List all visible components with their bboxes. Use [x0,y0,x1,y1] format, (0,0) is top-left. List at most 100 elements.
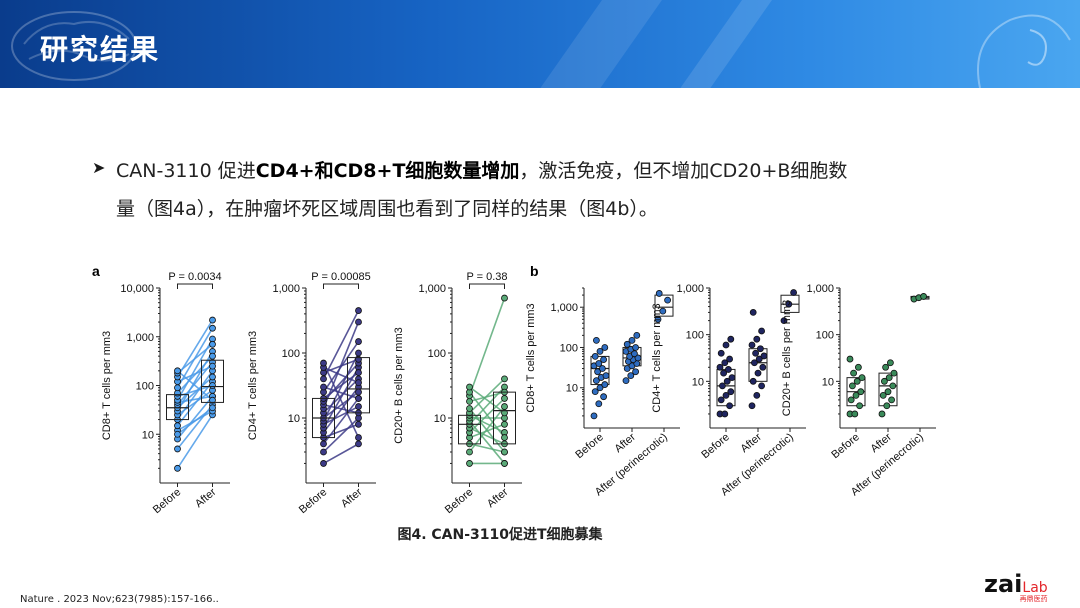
data-point [593,336,600,344]
data-point [355,318,362,326]
pair-line [469,443,505,453]
data-point [847,396,855,404]
data-point [209,340,216,348]
face-icon [977,14,1071,88]
box [458,414,481,445]
pair-line [322,341,360,393]
data-point [853,377,861,385]
y-tick-label: 10 [692,376,704,388]
data-point [501,460,508,467]
pair-line [322,378,360,414]
x-tick-label: Before [443,486,476,516]
data-point [466,460,473,467]
data-point [879,391,887,399]
data-point [851,410,859,418]
data-point [599,365,606,372]
data-point [754,369,762,377]
y-axis-label: CD20+ B cells per mm3 [781,300,793,416]
box [654,294,674,317]
data-point [174,445,181,453]
data-point [632,344,639,351]
data-point [209,404,216,412]
data-point [882,363,889,371]
data-point [632,368,639,376]
data-point [749,377,757,385]
data-point [726,402,733,410]
data-point [355,307,362,314]
data-point [593,377,600,385]
data-point [601,344,609,351]
data-point [780,317,788,325]
data-point [209,396,216,404]
y-tick-label: 100 [816,330,834,342]
data-point [722,341,730,349]
data-point [753,335,761,343]
pvalue-bracket [177,283,213,289]
data-point [722,391,730,399]
data-point [751,359,758,367]
figure-4: a b 10 100 1,000 10,000 CD8+ T cells per mm3… [92,263,936,516]
data-point [320,440,327,448]
pair-line [177,395,213,404]
data-point [785,300,793,308]
x-tick-label: Before [699,431,732,461]
data-point [355,338,362,345]
pair-line [176,395,214,440]
pair-line [323,386,359,400]
data-point [355,403,362,410]
pair-line [176,376,214,409]
pair-line [177,365,213,383]
data-point [758,382,765,390]
data-point [655,290,663,297]
data-point [723,377,731,385]
x-tick-label: Before [829,431,862,461]
data-point [627,372,635,380]
data-point [174,384,181,392]
y-axis-label: CD20+ B cells per mm3 [393,327,405,443]
brain-icon [11,11,137,81]
data-point [758,327,765,335]
y-axis-label: CD8+ T cells per mm3 [101,331,113,440]
panel-a-label: a [92,263,100,279]
pvalue-bracket [469,283,505,289]
data-point [355,395,362,402]
data-point [501,448,508,456]
pair-line [176,381,214,427]
bullet-line-2: 量（图4a），在肿瘤坏死区域周围也看到了同样的结果（图4b）。 [116,198,658,220]
data-point [760,352,768,360]
data-point [856,402,863,410]
x-tick-label: After [868,431,894,455]
pvalue-label: P = 0.38 [466,271,507,283]
banner-sweep [629,0,801,88]
data-point [755,355,763,363]
x-tick-label: After [193,486,219,510]
pair-line [322,362,360,438]
data-point [858,374,866,382]
data-point [887,359,894,367]
y-tick-label: 10 [566,383,578,395]
box [347,357,370,414]
bullet-text: CAN-3110 促进CD4+和CD8+T细胞数量增加，激活免疫，但不增加CD2… [92,152,892,228]
data-point [622,377,630,385]
pair-line [177,407,213,435]
y-tick-label: 100 [136,381,154,393]
data-point [717,349,725,357]
company-logo: zaiLab 再鼎医药 [984,570,1048,604]
data-point [748,341,756,349]
data-point [748,402,756,410]
pair-line [468,391,506,439]
panel-b-label: b [530,263,539,279]
bullet-bold: CD4+和CD8+T细胞数量增加 [255,160,520,182]
x-tick-label: Before [573,431,606,461]
x-tick-label: After [339,486,365,510]
x-tick-label: After [485,486,511,510]
data-point [727,335,735,343]
data-point [628,336,636,344]
data-point [501,434,508,441]
data-point [716,363,724,371]
data-point [728,374,736,382]
data-point [209,324,216,332]
data-point [846,355,854,363]
pair-line [176,343,214,374]
logo-accent: Lab [1022,580,1048,596]
